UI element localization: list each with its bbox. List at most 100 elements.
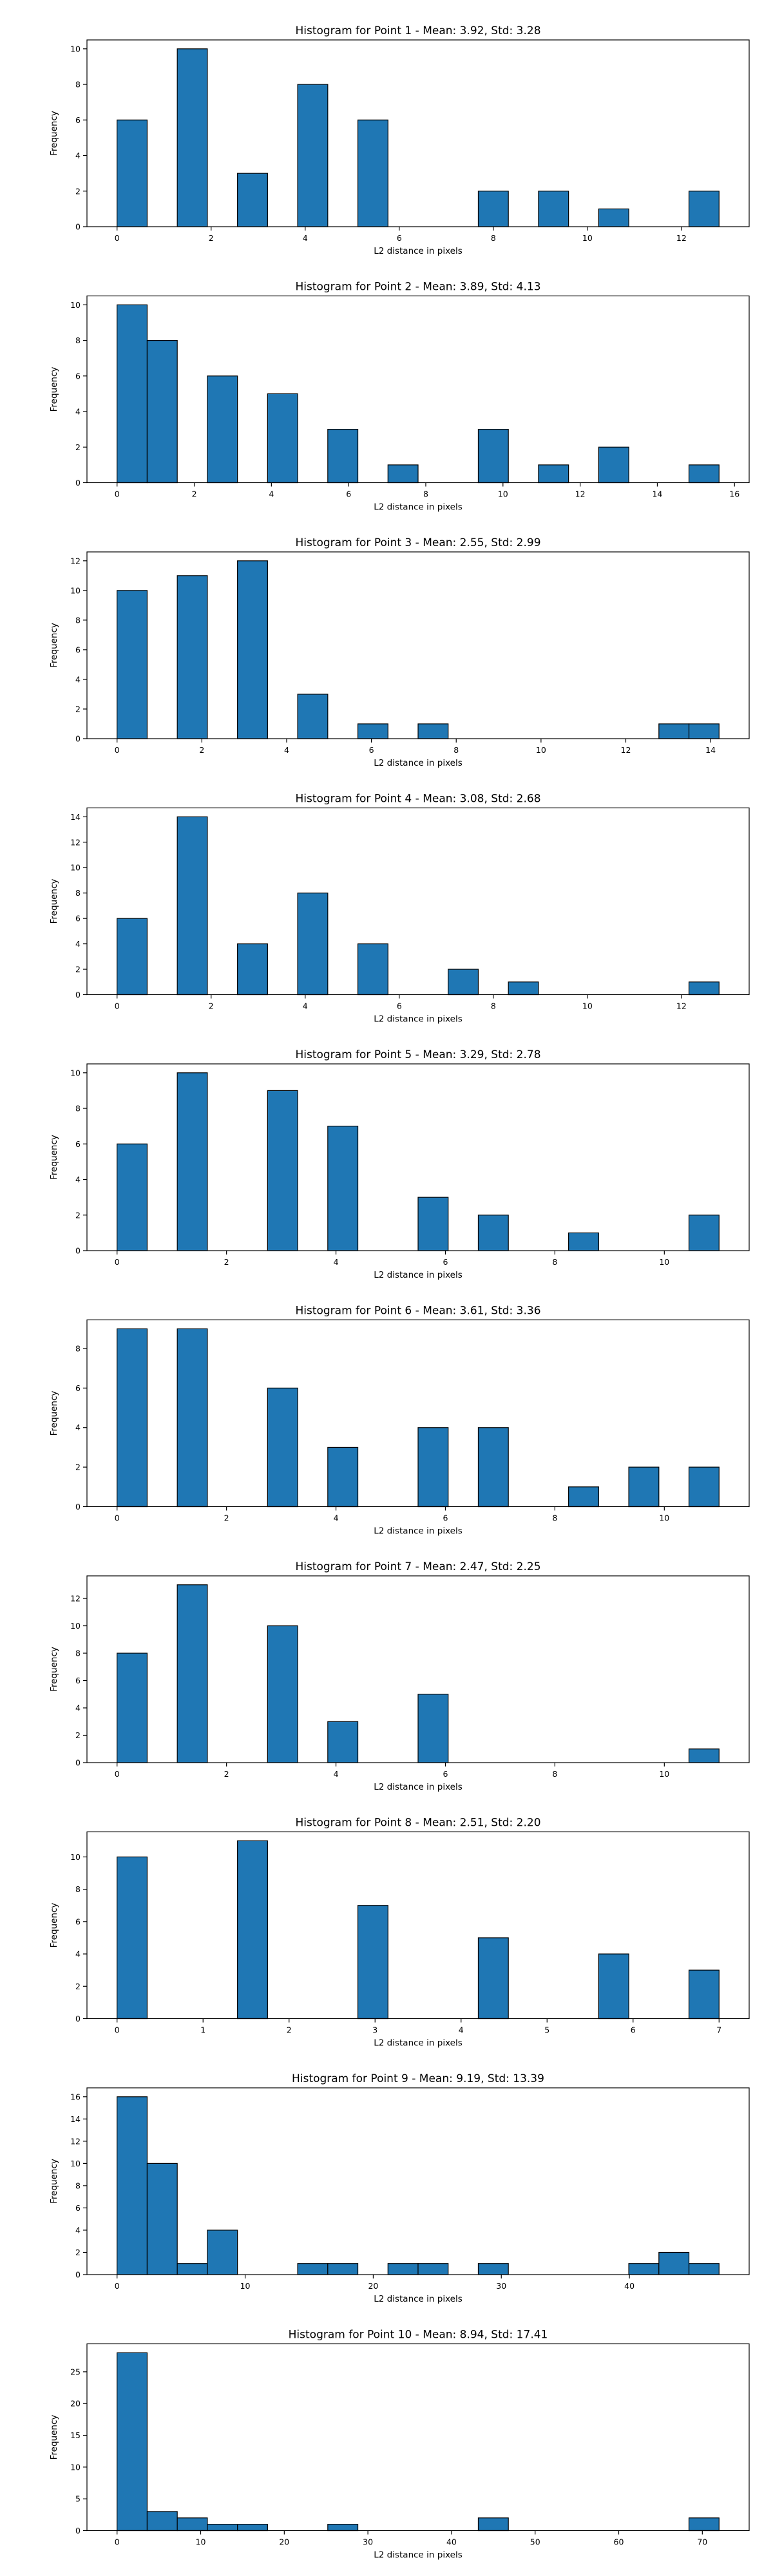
chart-panel-3: 0 2 4 6 8 10 12 14 0 2 4 6 8 10 12 Histogram for Point … — [49, 536, 750, 768]
x-tick-label: 10 — [536, 745, 546, 755]
x-tick-label: 2 — [224, 1513, 229, 1523]
y-tick-label: 2 — [75, 1463, 81, 1472]
x-tick-label: 10 — [196, 2537, 206, 2547]
bar — [688, 2517, 720, 2532]
x-tick-label: 2 — [209, 1001, 214, 1011]
x-tick-label: 8 — [552, 1257, 557, 1267]
plot-frame — [86, 1319, 750, 1508]
x-tick-label: 10 — [240, 2281, 251, 2291]
plot-frame — [86, 2343, 750, 2532]
bar — [267, 393, 298, 484]
chart-title: Histogram for Point 10 - Mean: 8.94, Std… — [289, 2329, 548, 2342]
bar — [297, 893, 329, 996]
bar — [237, 560, 268, 739]
bar — [177, 816, 208, 996]
bar — [146, 339, 178, 484]
bar — [477, 1215, 509, 1251]
bar — [688, 191, 720, 227]
bar — [598, 446, 629, 484]
y-tick-label: 8 — [75, 80, 81, 90]
y-tick-label: 2 — [75, 2248, 81, 2257]
plot-frame — [86, 1575, 750, 1763]
bar — [177, 1328, 208, 1508]
bar — [688, 2263, 720, 2275]
x-axis-label: L2 distance in pixels — [374, 502, 462, 513]
y-axis-label: Frequency — [49, 623, 59, 668]
y-tick-label: 8 — [75, 1104, 81, 1113]
y-tick-label: 2 — [75, 965, 81, 974]
y-tick-label: 10 — [70, 2159, 81, 2168]
y-tick-label: 0 — [75, 2270, 81, 2280]
bar — [658, 2251, 690, 2275]
bar — [327, 1126, 359, 1251]
y-tick-label: 4 — [75, 939, 81, 949]
x-tick-label: 12 — [676, 1001, 687, 1011]
y-tick-label: 10 — [70, 863, 81, 873]
x-tick-label: 14 — [705, 745, 716, 755]
bar — [628, 2263, 660, 2275]
y-tick-label: 10 — [70, 1621, 81, 1631]
bar — [267, 1387, 298, 1508]
x-axis-label: L2 distance in pixels — [374, 1782, 462, 1792]
bar — [117, 304, 148, 484]
chart-title: Histogram for Point 2 - Mean: 3.89, Std:… — [295, 281, 540, 294]
x-tick-label: 40 — [624, 2281, 635, 2291]
x-tick-label: 6 — [346, 489, 351, 499]
x-tick-label: 8 — [491, 233, 496, 243]
chart-panel-9: 0 10 20 30 40 0 2 4 6 8 10 12 14 16 Histogram for Poin… — [49, 2072, 750, 2304]
bar — [177, 575, 208, 739]
bar — [267, 1625, 298, 1763]
bar — [297, 2263, 329, 2275]
bar — [117, 918, 148, 996]
y-tick-label: 14 — [70, 2114, 81, 2124]
y-tick-label: 0 — [75, 990, 81, 999]
x-tick-label: 5 — [544, 2025, 549, 2035]
y-tick-label: 6 — [75, 371, 81, 381]
y-tick-label: 4 — [75, 1175, 81, 1184]
x-tick-label: 2 — [199, 745, 204, 755]
y-tick-label: 12 — [70, 1594, 81, 1604]
x-tick-label: 0 — [115, 1257, 120, 1267]
y-tick-label: 2 — [75, 1730, 81, 1740]
x-axis-label: L2 distance in pixels — [374, 1270, 462, 1280]
bar — [207, 2524, 238, 2532]
bar — [538, 191, 569, 227]
y-tick-label: 0 — [75, 478, 81, 488]
x-tick-label: 4 — [284, 745, 289, 755]
x-tick-label: 1 — [200, 2025, 205, 2035]
bar — [688, 1466, 720, 1508]
bar — [628, 1466, 660, 1508]
y-tick-label: 20 — [70, 2399, 81, 2409]
y-tick-label: 0 — [75, 2526, 81, 2535]
y-tick-label: 6 — [75, 115, 81, 125]
y-tick-label: 8 — [75, 336, 81, 345]
y-tick-label: 2 — [75, 1210, 81, 1220]
x-tick-label: 40 — [446, 2537, 457, 2547]
bar — [177, 1072, 208, 1251]
y-tick-label: 6 — [75, 914, 81, 923]
bar — [477, 1427, 509, 1508]
x-tick-label: 8 — [453, 745, 459, 755]
bar — [477, 191, 509, 227]
x-tick-label: 12 — [575, 489, 586, 499]
bar — [237, 943, 268, 996]
y-axis-label: Frequency — [49, 1647, 59, 1692]
x-tick-label: 10 — [582, 1001, 593, 1011]
chart-title: Histogram for Point 1 - Mean: 3.92, Std:… — [295, 24, 540, 37]
x-tick-label: 12 — [621, 745, 631, 755]
x-tick-label: 14 — [652, 489, 662, 499]
y-tick-label: 25 — [70, 2367, 81, 2376]
x-tick-label: 16 — [729, 489, 740, 499]
x-tick-label: 0 — [115, 745, 120, 755]
x-tick-label: 8 — [423, 489, 428, 499]
x-tick-label: 10 — [659, 1513, 669, 1523]
x-tick-label: 30 — [496, 2281, 506, 2291]
bar — [117, 2352, 148, 2532]
bar — [688, 981, 720, 996]
bar — [688, 1215, 720, 1251]
bar — [327, 1721, 359, 1763]
x-tick-label: 0 — [115, 233, 120, 243]
y-tick-label: 4 — [75, 674, 81, 684]
bar — [417, 1694, 449, 1763]
